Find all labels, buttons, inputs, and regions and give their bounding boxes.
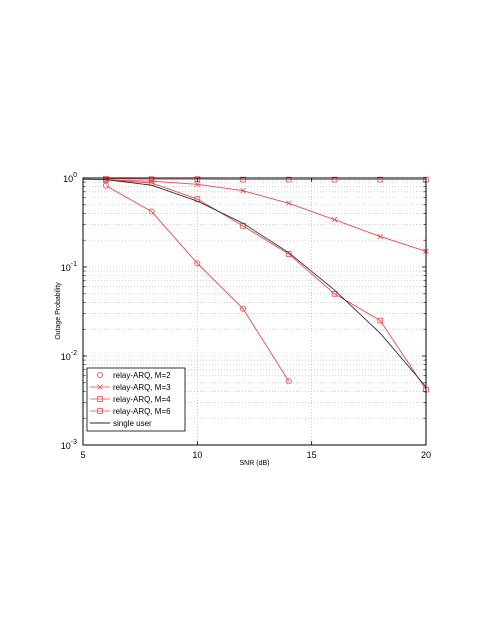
legend-entry: relay-ARQ, M=4 [90,395,171,404]
legend-entry: single user [90,419,152,428]
data-point-marker-stroke [377,233,384,240]
series-line [82,178,427,388]
data-point-marker [331,290,338,297]
data-point-marker [377,233,384,240]
series-2 [103,177,429,255]
data-point-marker-stroke [286,200,292,207]
x-tick-label: 10 [192,450,202,460]
data-point-marker [331,176,338,183]
legend-entry: relay-ARQ, M=2 [97,371,171,380]
legend-marker [97,396,103,402]
data-point-marker [194,181,201,188]
legend-label: relay-ARQ, M=4 [113,395,171,404]
legend-marker [97,384,103,390]
legend-label: relay-ARQ, M=3 [113,383,171,392]
series-line [105,185,290,382]
x-tick-label: 5 [80,450,85,460]
y-axis-label: Outage Probability [55,282,62,340]
data-point-marker [285,251,292,257]
legend-label: relay-ARQ, M=6 [113,407,171,416]
data-point-marker [240,305,247,312]
series-lines [82,175,429,393]
data-point-marker [377,176,384,183]
y-tick-label: 10-2 [61,350,77,362]
legend-box [86,367,186,432]
data-point-marker-stroke [331,216,338,223]
data-point-marker [148,176,155,182]
legend-entry: relay-ARQ, M=3 [90,383,171,392]
y-tick-label: 10-1 [61,261,77,273]
x-axis-label: SNR (dB) [240,460,270,467]
legend-marker-stroke [97,384,103,390]
data-point-marker [102,182,109,189]
legend-marker [97,371,104,378]
data-point-marker [240,176,246,183]
series-1 [102,182,292,385]
y-tick-label: 10-3 [61,439,77,451]
data-point-marker [194,260,201,267]
data-point-marker [285,176,292,183]
series-4 [103,177,429,393]
series-line [105,178,426,181]
data-point-marker [285,378,292,385]
data-point-marker [286,200,292,207]
legend-label: relay-ARQ, M=2 [113,371,171,380]
y-tick-label: 100 [63,172,77,184]
x-tick-label: 20 [421,450,431,460]
data-point-marker-stroke [194,181,201,188]
data-point-marker [148,208,155,215]
series-line [105,179,427,390]
data-point-marker [377,317,384,324]
data-point-marker [331,216,338,223]
legend: relay-ARQ, M=2 relay-ARQ, M=3 relay-ARQ, M… [86,367,186,432]
data-point-marker-stroke [240,187,246,194]
series-3 [103,175,429,183]
axis-ticks: 5 10 15 20 100 10-1 10-2 10-3 [61,172,431,460]
series-line [105,179,427,252]
legend-label: single user [113,419,152,428]
legend-entry: relay-ARQ, M=6 [90,407,171,416]
plot-frame [82,177,427,446]
x-tick-label: 15 [307,450,317,460]
legend-marker [97,408,103,414]
series-5 [82,178,427,388]
data-point-marker [240,187,246,194]
